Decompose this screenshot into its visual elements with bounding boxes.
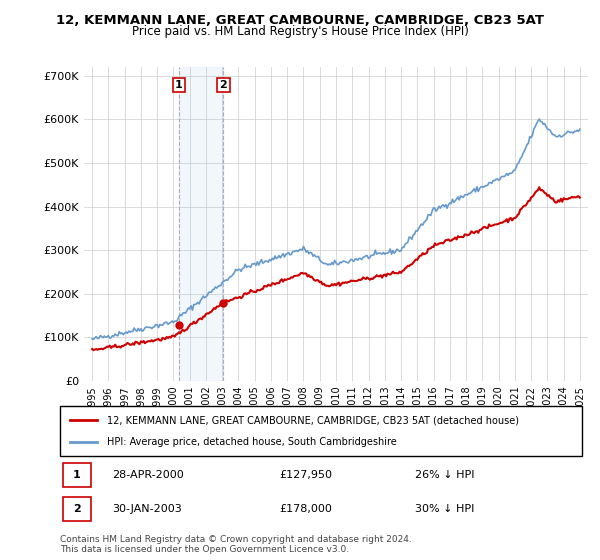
Text: 12, KEMMANN LANE, GREAT CAMBOURNE, CAMBRIDGE, CB23 5AT: 12, KEMMANN LANE, GREAT CAMBOURNE, CAMBR…: [56, 14, 544, 27]
Text: HPI: Average price, detached house, South Cambridgeshire: HPI: Average price, detached house, Sout…: [107, 437, 397, 447]
Text: 2: 2: [220, 80, 227, 90]
Text: 30-JAN-2003: 30-JAN-2003: [112, 504, 182, 514]
Text: 1: 1: [175, 80, 182, 90]
FancyBboxPatch shape: [60, 406, 582, 456]
Text: 1: 1: [73, 470, 80, 480]
Text: Price paid vs. HM Land Registry's House Price Index (HPI): Price paid vs. HM Land Registry's House …: [131, 25, 469, 38]
Text: £178,000: £178,000: [279, 504, 332, 514]
Text: Contains HM Land Registry data © Crown copyright and database right 2024.
This d: Contains HM Land Registry data © Crown c…: [60, 535, 412, 554]
FancyBboxPatch shape: [62, 497, 91, 521]
Bar: [179, 67, 223, 381]
Text: 2: 2: [73, 504, 80, 514]
Text: 12, KEMMANN LANE, GREAT CAMBOURNE, CAMBRIDGE, CB23 5AT (detached house): 12, KEMMANN LANE, GREAT CAMBOURNE, CAMBR…: [107, 415, 519, 425]
Text: £127,950: £127,950: [279, 470, 332, 480]
Text: 30% ↓ HPI: 30% ↓ HPI: [415, 504, 475, 514]
Text: 28-APR-2000: 28-APR-2000: [112, 470, 184, 480]
Text: 26% ↓ HPI: 26% ↓ HPI: [415, 470, 475, 480]
FancyBboxPatch shape: [62, 463, 91, 487]
